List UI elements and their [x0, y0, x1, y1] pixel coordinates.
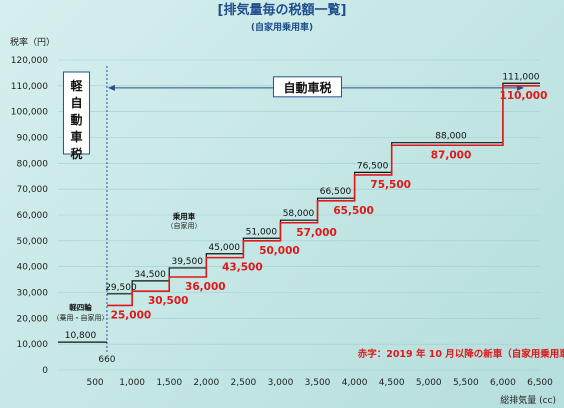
x-tick-label: 2,500: [231, 378, 257, 388]
x-tick-label: 1,500: [156, 378, 182, 388]
red-step-label: 87,000: [431, 149, 472, 161]
y-axis-label: 税率（円）: [10, 36, 55, 48]
black-step-label: 111,000: [502, 72, 539, 82]
footnote: 赤字：2019 年 10 月以降の新車（自家用乗用車）: [358, 348, 564, 360]
y-tick-label: 110,000: [11, 82, 48, 92]
kei-box-char: 車: [70, 129, 82, 144]
jidoushazei-box: [272, 76, 342, 98]
y-tick-label: 60,000: [17, 211, 49, 221]
grid: [58, 59, 540, 371]
jidoushazei-label: 自動車税: [283, 80, 331, 95]
black-step-label: 34,500: [134, 270, 166, 280]
black-step-label: 58,000: [283, 209, 315, 219]
kei-box-label: 軽自動車税: [70, 78, 83, 161]
x-tick-label: 4,000: [342, 378, 368, 388]
kei-sublabel: （乗用・自家用）: [52, 313, 108, 322]
divider-label: 660: [98, 355, 115, 365]
red-step-label: 75,500: [370, 179, 411, 191]
kei-box-char: 動: [70, 112, 82, 127]
black-step-label: 45,000: [209, 243, 241, 253]
black-step-label: 39,500: [171, 257, 203, 267]
red-step-label: 25,000: [111, 309, 152, 321]
x-tick-label: 6,000: [490, 378, 516, 388]
black-step-label: 51,000: [246, 227, 278, 237]
arrow-left-icon: [107, 84, 115, 91]
x-ticks: 500 1,000 1,500 2,000 2,500 3,000 3,500 4,000 4,…: [86, 378, 553, 388]
black-step-label: 88,000: [435, 132, 467, 142]
red-series-labels: 25,000 30,500 36,000 43,500 50,000 57,000 65,5…: [111, 90, 548, 322]
red-step-label: 50,000: [259, 245, 300, 257]
x-tick-label: 1,000: [119, 378, 145, 388]
x-tick-label: 2,000: [193, 378, 219, 388]
series-sublabel: （自家用）: [167, 221, 202, 230]
y-tick-label: 10,000: [17, 340, 49, 350]
x-tick-label: 5,000: [416, 378, 442, 388]
y-tick-label: 100,000: [11, 108, 48, 118]
kei-box: [62, 71, 90, 155]
y-tick-label: 120,000: [11, 56, 48, 66]
x-axis-label: 総排気量 (cc): [500, 394, 556, 406]
red-step-label: 110,000: [500, 90, 548, 102]
x-tick-label: 5,500: [453, 378, 479, 388]
x-tick-label: 3,000: [268, 378, 294, 388]
kei-step-label: 10,800: [65, 331, 97, 341]
y-tick-label: 40,000: [17, 263, 49, 273]
y-ticks: 0 10,000 20,000 30,000 40,000 50,000 60,000 70,…: [11, 56, 48, 376]
chart-subtitle: (自家用乗用車): [251, 21, 313, 33]
chart-title: [排気量毎の税額一覧]: [218, 2, 347, 18]
y-tick-label: 50,000: [17, 237, 49, 247]
red-step-label: 36,000: [185, 281, 226, 293]
y-tick-label: 90,000: [17, 134, 49, 144]
x-tick-label: 6,500: [527, 378, 553, 388]
red-step-label: 57,000: [296, 227, 337, 239]
red-step-label: 65,500: [333, 205, 374, 217]
kei-box-char: 自: [70, 95, 82, 110]
kei-box-char: 軽: [70, 78, 83, 93]
x-tick-label: 500: [86, 378, 103, 388]
kei-label: 軽四輪: [69, 302, 92, 312]
y-tick-label: 80,000: [17, 159, 49, 169]
black-step-label: 66,500: [320, 187, 352, 197]
x-tick-label: 3,500: [305, 378, 331, 388]
red-series-line: [106, 85, 540, 307]
red-step-label: 43,500: [222, 262, 263, 274]
black-series-labels: 29,500 34,500 39,500 45,000 51,000 58,000 66,5…: [105, 72, 540, 293]
y-tick-label: 70,000: [17, 185, 49, 195]
y-tick-label: 20,000: [17, 314, 49, 324]
black-step-label: 29,500: [105, 283, 137, 293]
black-step-label: 76,500: [357, 161, 389, 171]
y-tick-label: 0: [42, 366, 48, 376]
red-step-label: 30,500: [148, 295, 189, 307]
y-tick-label: 30,000: [17, 289, 49, 299]
x-tick-label: 4,500: [379, 378, 405, 388]
kei-box-char: 税: [70, 146, 82, 161]
series-label: 乗用車: [173, 211, 196, 221]
